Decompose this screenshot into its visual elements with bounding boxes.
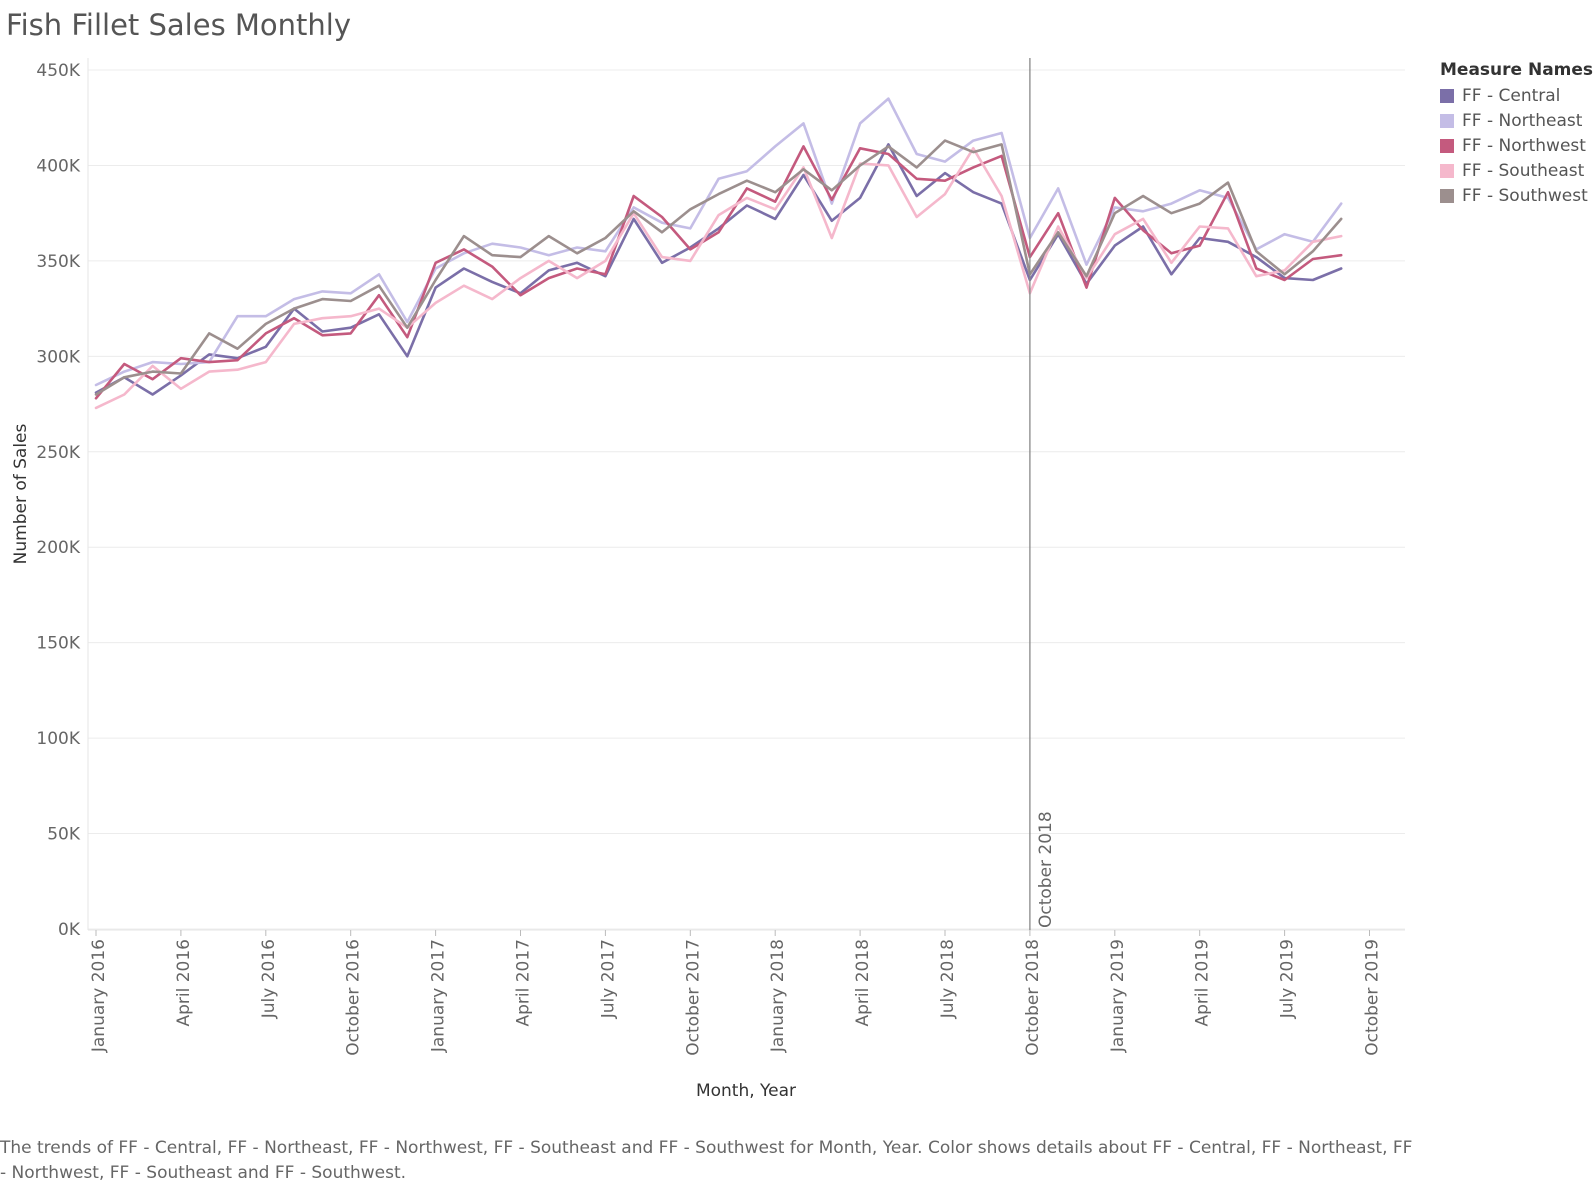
y-tick-label: 50K — [47, 825, 81, 845]
reference-line-label: October 2018 — [1036, 811, 1056, 928]
legend-swatch — [1440, 138, 1454, 153]
legend-title: Measure Names — [1440, 60, 1594, 80]
x-tick-label: April 2018 — [853, 939, 873, 1027]
legend-item: FF - Northwest — [1440, 133, 1593, 158]
legend-label: FF - Central — [1462, 85, 1561, 106]
y-tick-label: 0K — [58, 920, 81, 940]
x-tick-label: January 2017 — [429, 939, 449, 1053]
legend-item: FF - Southwest — [1440, 183, 1593, 208]
x-tick-label: October 2018 — [1023, 939, 1043, 1056]
series-line-4 — [94, 147, 1343, 410]
legend-item: FF - Southeast — [1440, 158, 1593, 183]
x-axis-title: Month, Year — [696, 1081, 796, 1101]
x-tick-label: April 2016 — [174, 939, 194, 1027]
x-tick-label: October 2017 — [683, 939, 703, 1056]
x-tick-label: July 2019 — [1278, 939, 1298, 1019]
x-tick-label: January 2016 — [89, 939, 109, 1053]
legend-swatch — [1440, 163, 1454, 178]
series-line-5 — [94, 139, 1343, 396]
x-tick-label: April 2017 — [514, 939, 534, 1027]
series-line-2 — [94, 97, 1343, 387]
x-tick-label: July 2018 — [938, 939, 958, 1019]
x-tick-label: April 2019 — [1193, 939, 1213, 1027]
legend-swatch — [1440, 113, 1454, 128]
y-tick-label: 300K — [36, 347, 80, 367]
legend-swatch — [1440, 188, 1454, 203]
legend-item: FF - Central — [1440, 83, 1593, 108]
y-axis-title: Number of Sales — [11, 423, 31, 564]
y-tick-label: 400K — [36, 156, 80, 176]
legend-item: FF - Northeast — [1440, 108, 1593, 133]
y-tick-label: 100K — [36, 729, 80, 749]
legend-label: FF - Northwest — [1462, 135, 1586, 156]
chart-title: Fish Fillet Sales Monthly — [6, 8, 352, 42]
x-tick-label: July 2017 — [598, 939, 618, 1019]
legend-items: FF - Central FF - Northeast FF - Northwest… — [1440, 83, 1593, 208]
y-tick-label: 450K — [36, 61, 80, 81]
legend-label: FF - Southeast — [1462, 160, 1585, 181]
y-tick-label: 350K — [36, 252, 80, 272]
series-line-1 — [94, 143, 1343, 396]
x-tick-label: July 2016 — [259, 939, 279, 1019]
legend-label: FF - Southwest — [1462, 185, 1588, 206]
legend-label: FF - Northeast — [1462, 110, 1583, 131]
legend: Measure Names FF - Central FF - Northeast… — [1440, 60, 1593, 208]
x-tick-label: January 2019 — [1108, 939, 1128, 1053]
chart-caption: The trends of FF - Central, FF - Northea… — [0, 1138, 1413, 1183]
x-tick-label: October 2016 — [344, 939, 364, 1056]
x-tick-label: October 2019 — [1363, 939, 1383, 1056]
series-line-3 — [94, 145, 1343, 400]
y-tick-label: 150K — [36, 634, 80, 654]
legend-swatch — [1440, 88, 1454, 103]
y-tick-label: 200K — [36, 538, 80, 558]
y-tick-label: 250K — [36, 443, 80, 463]
x-tick-label: January 2018 — [768, 939, 788, 1053]
